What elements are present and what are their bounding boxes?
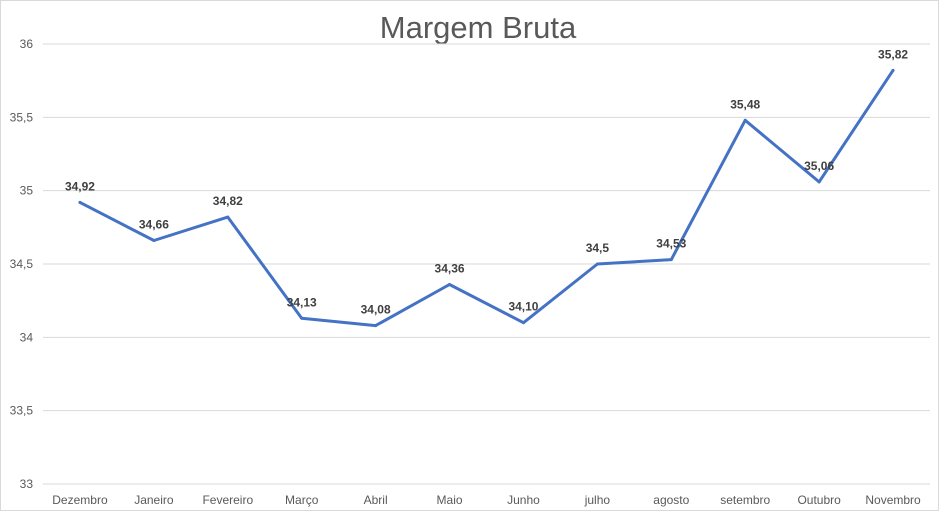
y-tick-label: 34,5 (10, 257, 34, 271)
data-label: 35,82 (878, 47, 908, 61)
y-tick-label: 35,5 (10, 110, 34, 124)
x-tick-label: Outubro (797, 493, 841, 507)
x-tick-label: Dezembro (52, 493, 108, 507)
data-point (78, 200, 82, 204)
x-tick-label: julho (584, 493, 611, 507)
series-group (78, 68, 895, 328)
data-point (521, 321, 525, 325)
data-point (152, 239, 156, 243)
data-point (669, 258, 673, 262)
x-tick-label: Março (285, 493, 319, 507)
data-label: 34,5 (586, 241, 610, 255)
x-tick-label: Junho (507, 493, 540, 507)
y-tick-label: 35 (20, 184, 34, 198)
data-label: 35,06 (804, 159, 834, 173)
gridlines (43, 43, 930, 485)
data-label: 34,36 (435, 262, 465, 276)
data-point (448, 283, 452, 287)
x-tick-label: agosto (653, 493, 689, 507)
x-tick-label: Maio (437, 493, 463, 507)
x-tick-label: Novembro (865, 493, 921, 507)
series-line (78, 68, 895, 328)
y-tick-label: 36 (20, 37, 34, 51)
data-label: 34,10 (508, 300, 538, 314)
x-tick-label: setembro (720, 493, 770, 507)
data-label: 34,66 (139, 218, 169, 232)
y-tick-label: 33,5 (10, 404, 34, 418)
data-point (817, 180, 821, 184)
data-label: 34,92 (65, 179, 95, 193)
x-axis-ticks: Dezembro Janeiro Fevereiro Março Abril Maio Ju… (52, 493, 921, 507)
data-point (595, 262, 599, 266)
data-point (374, 324, 378, 328)
data-point (226, 215, 230, 219)
y-tick-label: 33 (20, 477, 34, 491)
data-point (891, 68, 895, 72)
data-label: 34,53 (656, 237, 686, 251)
data-label: 34,82 (213, 194, 243, 208)
y-tick-label: 34 (20, 330, 34, 344)
x-tick-label: Abril (364, 493, 388, 507)
data-point (743, 118, 747, 122)
data-label: 35,48 (730, 97, 760, 111)
x-tick-label: Fevereiro (202, 493, 253, 507)
chart-title: Margem Bruta (380, 10, 577, 45)
x-tick-label: Janeiro (134, 493, 174, 507)
y-axis-ticks: 33 33,5 34 34,5 35 35,5 36 (10, 37, 34, 491)
data-label: 34,08 (361, 303, 391, 317)
data-label: 34,13 (287, 295, 317, 309)
data-point (300, 316, 304, 320)
